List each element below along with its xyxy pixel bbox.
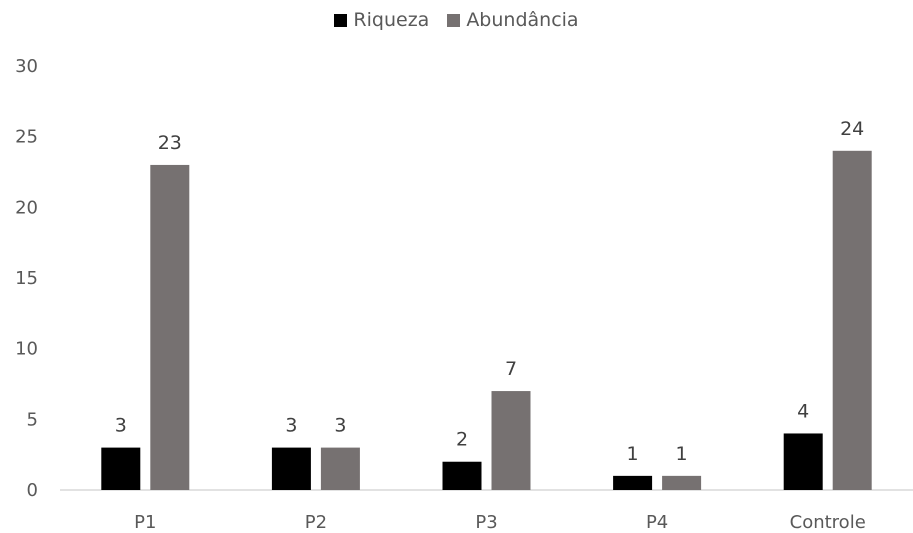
data-labels-group: 3 23 3 3 2 7 1 1 4 24 <box>115 118 865 465</box>
bar-abund-ncia-p3 <box>491 391 531 490</box>
y-tick-label: 20 <box>15 197 38 218</box>
y-axis-ticks: 0 5 10 15 20 25 30 <box>15 56 38 501</box>
legend-label-abundancia: Abundância <box>466 9 579 31</box>
legend-label-riqueza: Riqueza <box>353 9 430 31</box>
bar-abund-ncia-p2 <box>320 447 360 490</box>
legend-item-riqueza: Riqueza <box>334 9 429 31</box>
x-tick-label: P1 <box>134 512 156 533</box>
data-label: 23 <box>158 132 182 154</box>
data-label: 3 <box>334 415 346 437</box>
bar-abund-ncia-p1 <box>150 164 190 490</box>
bar-riqueza-controle <box>783 433 823 490</box>
bar-riqueza-p3 <box>442 461 482 490</box>
data-label: 3 <box>115 415 127 437</box>
data-label: 1 <box>627 443 639 465</box>
legend-swatch-abundancia <box>447 13 461 27</box>
legend-item-abundancia: Abundância <box>447 9 579 31</box>
bar-riqueza-p1 <box>101 447 141 490</box>
data-label: 3 <box>285 415 297 437</box>
y-tick-label: 5 <box>27 409 38 430</box>
bar-riqueza-p2 <box>271 447 311 490</box>
x-tick-label: P3 <box>475 512 497 533</box>
data-label: 1 <box>676 443 688 465</box>
y-tick-label: 0 <box>27 480 38 501</box>
bar-abund-ncia-controle <box>832 150 872 491</box>
data-label: 24 <box>840 118 864 140</box>
y-tick-label: 10 <box>15 339 38 360</box>
x-tick-label: P4 <box>646 512 668 533</box>
y-tick-label: 30 <box>15 56 38 77</box>
x-tick-label: P2 <box>305 512 327 533</box>
x-tick-label: Controle <box>790 512 866 533</box>
x-axis-ticks: P1 P2 P3 P4 Controle <box>134 512 866 533</box>
bar-abund-ncia-p4 <box>662 475 702 490</box>
chart-legend: Riqueza Abundância <box>0 9 913 31</box>
y-tick-label: 15 <box>15 268 38 289</box>
bar-riqueza-p4 <box>613 475 653 490</box>
y-tick-label: 25 <box>15 127 38 148</box>
bars-group <box>101 150 872 491</box>
data-label: 7 <box>505 358 517 380</box>
legend-swatch-riqueza <box>334 13 348 27</box>
data-label: 2 <box>456 429 468 451</box>
data-label: 4 <box>797 400 809 422</box>
